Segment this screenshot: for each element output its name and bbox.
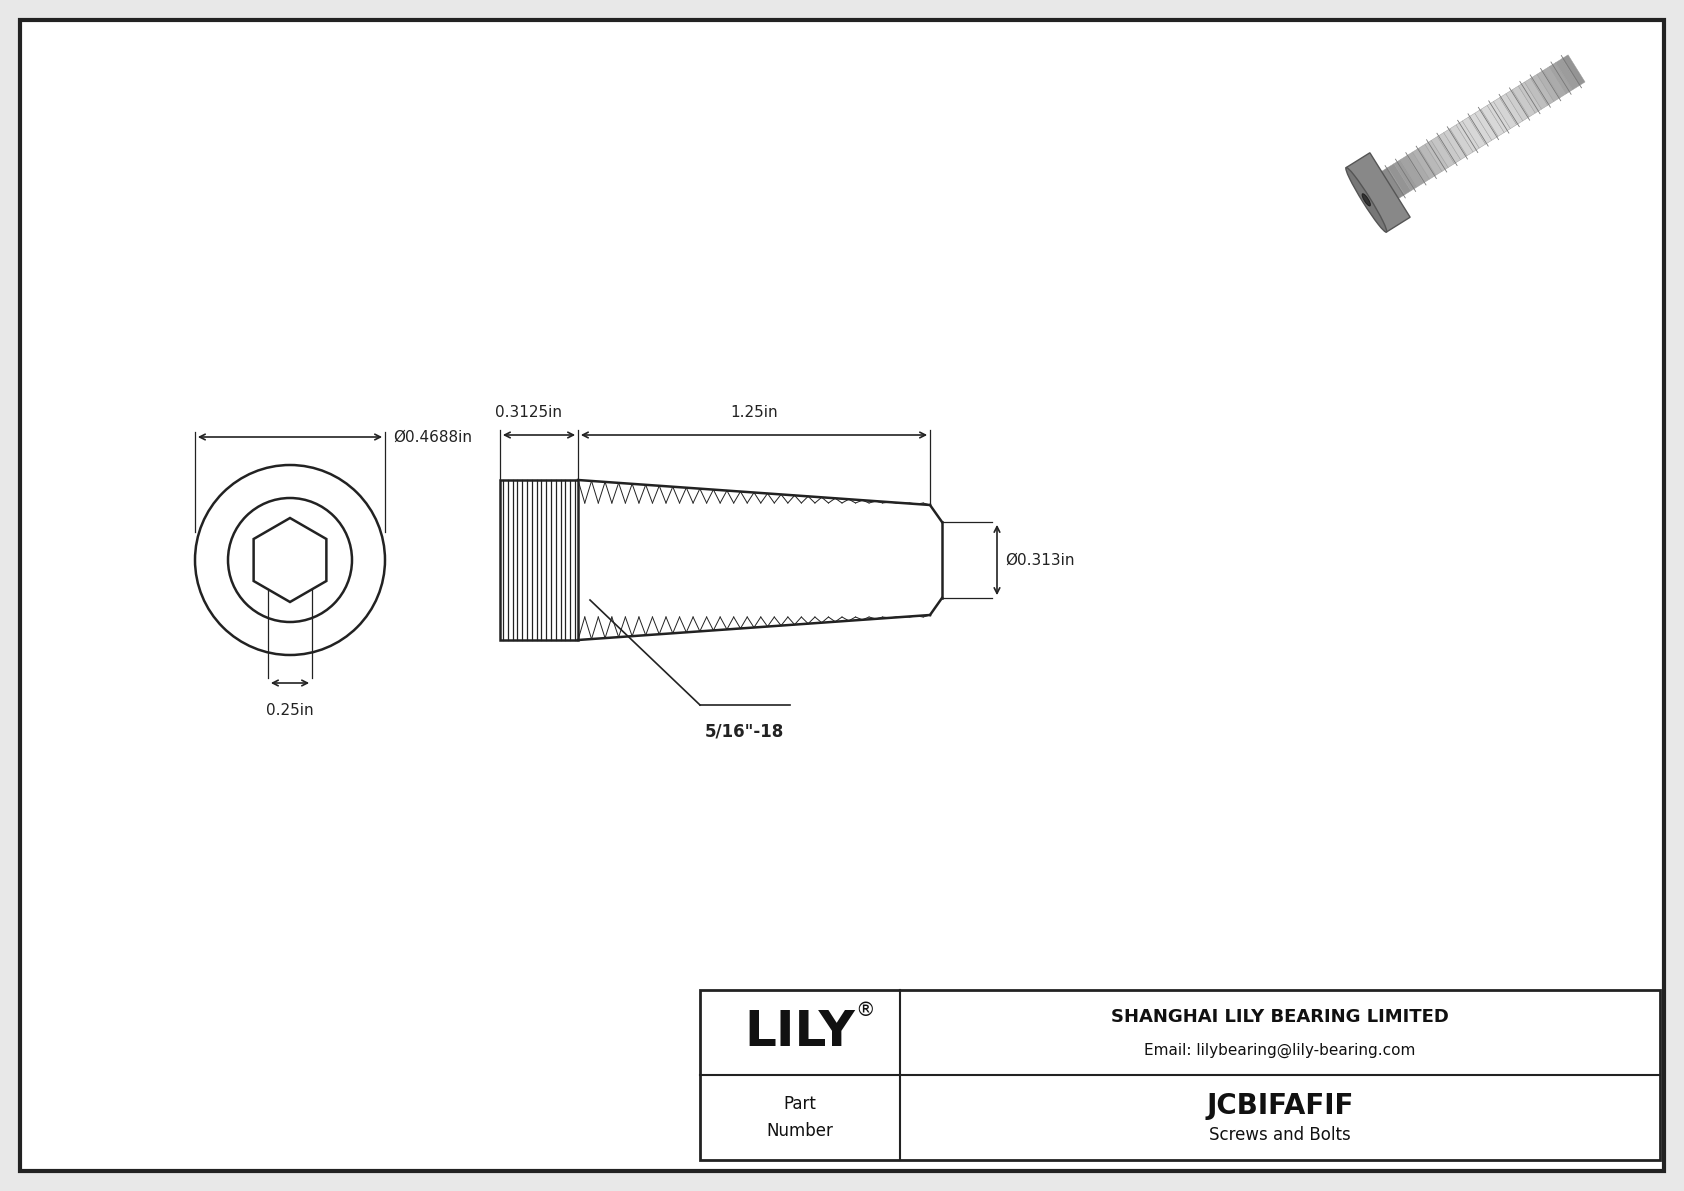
Polygon shape bbox=[1500, 94, 1522, 125]
Polygon shape bbox=[1487, 101, 1511, 132]
Polygon shape bbox=[1462, 117, 1485, 148]
Bar bbox=[500, 480, 578, 640]
Polygon shape bbox=[1531, 74, 1554, 105]
Bar bbox=[701, 990, 1660, 1160]
Polygon shape bbox=[1413, 148, 1436, 179]
Polygon shape bbox=[1543, 67, 1566, 98]
Text: LILY: LILY bbox=[744, 1009, 855, 1056]
Text: Screws and Bolts: Screws and Bolts bbox=[1209, 1127, 1351, 1145]
Text: JCBIFAFIF: JCBIFAFIF bbox=[1206, 1091, 1354, 1120]
Polygon shape bbox=[1468, 113, 1492, 144]
Polygon shape bbox=[1406, 152, 1430, 183]
Polygon shape bbox=[1450, 125, 1474, 156]
Polygon shape bbox=[1561, 55, 1585, 86]
Text: 0.25in: 0.25in bbox=[266, 703, 313, 718]
Polygon shape bbox=[1537, 70, 1559, 101]
Polygon shape bbox=[1388, 163, 1411, 194]
Text: Ø0.313in: Ø0.313in bbox=[1005, 553, 1074, 567]
Polygon shape bbox=[1457, 121, 1479, 152]
Polygon shape bbox=[1381, 168, 1404, 199]
Polygon shape bbox=[1512, 86, 1536, 117]
Polygon shape bbox=[1549, 63, 1573, 94]
Polygon shape bbox=[1443, 129, 1467, 160]
Polygon shape bbox=[1394, 160, 1418, 191]
Text: SHANGHAI LILY BEARING LIMITED: SHANGHAI LILY BEARING LIMITED bbox=[1111, 1009, 1448, 1027]
Polygon shape bbox=[1431, 137, 1455, 168]
Polygon shape bbox=[1399, 156, 1423, 187]
Polygon shape bbox=[1438, 132, 1460, 163]
Text: ®: ® bbox=[855, 1000, 874, 1019]
Text: Email: lilybearing@lily-bearing.com: Email: lilybearing@lily-bearing.com bbox=[1145, 1043, 1416, 1058]
Polygon shape bbox=[1480, 105, 1504, 137]
Polygon shape bbox=[1475, 110, 1499, 141]
Text: Part
Number: Part Number bbox=[766, 1096, 834, 1140]
Text: 5/16"-18: 5/16"-18 bbox=[706, 723, 785, 741]
Polygon shape bbox=[1346, 152, 1410, 232]
Polygon shape bbox=[1519, 82, 1541, 113]
Text: Ø0.4688in: Ø0.4688in bbox=[392, 430, 472, 444]
Text: 0.3125in: 0.3125in bbox=[495, 405, 562, 420]
Polygon shape bbox=[1524, 79, 1548, 110]
Polygon shape bbox=[1556, 58, 1580, 89]
Polygon shape bbox=[1420, 144, 1442, 175]
Polygon shape bbox=[1494, 98, 1517, 129]
Ellipse shape bbox=[1346, 168, 1386, 232]
Polygon shape bbox=[1425, 141, 1448, 172]
Ellipse shape bbox=[1362, 194, 1371, 206]
Polygon shape bbox=[1505, 89, 1529, 120]
Text: 1.25in: 1.25in bbox=[731, 405, 778, 420]
